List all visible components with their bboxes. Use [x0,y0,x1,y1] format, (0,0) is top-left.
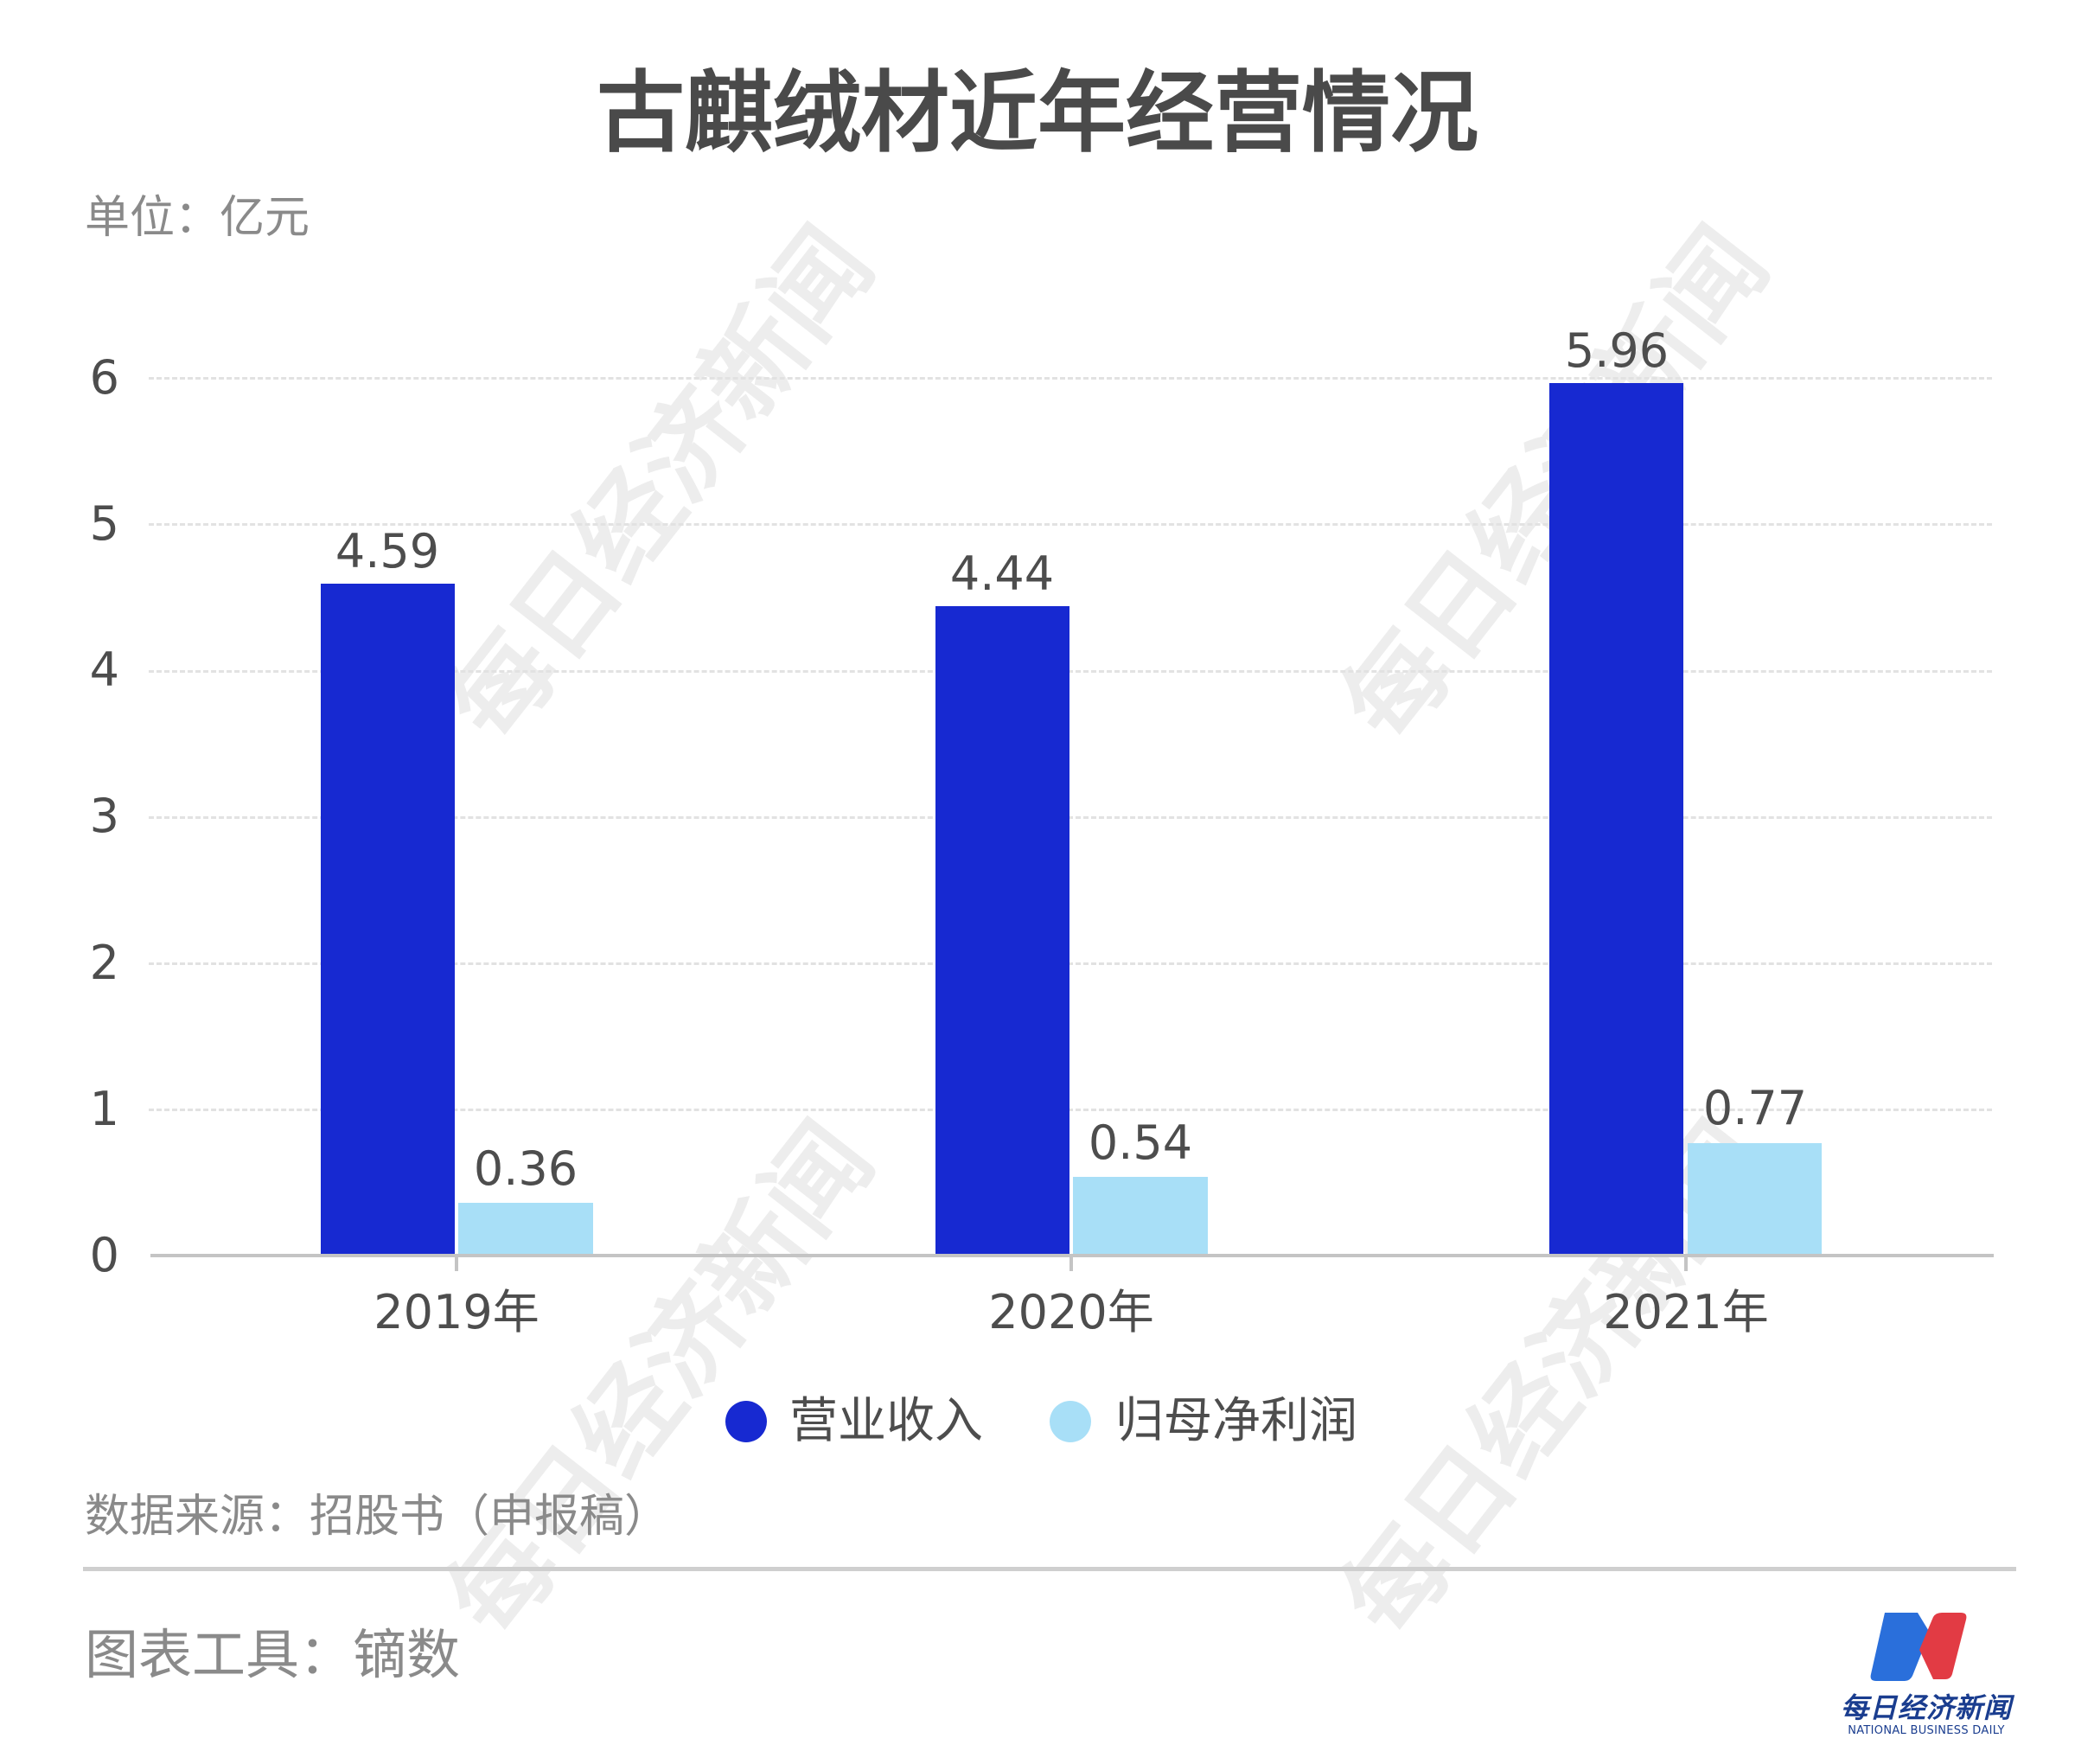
legend-item-revenue[interactable]: 营业收入 [725,1394,983,1449]
chart-title: 古麒绒材近年经营情况 [597,62,1478,165]
gridline [149,816,1992,819]
logo-name-cn: 每日经济新闻 [1840,1691,2012,1724]
y-tick-label: 6 [89,350,119,405]
value-label: 4.59 [335,524,440,578]
value-label: 0.36 [473,1141,578,1196]
x-tick-label: 2020年 [988,1285,1154,1339]
legend-label: 营业收入 [789,1393,983,1449]
x-tick-label: 2019年 [374,1285,540,1339]
gridline [149,1109,1992,1111]
y-tick-label: 5 [89,496,119,551]
y-tick-label: 4 [89,642,119,697]
bar-revenue-2019[interactable] [321,584,455,1256]
x-tick-label: 2021年 [1603,1285,1769,1339]
y-tick-label: 0 [89,1228,119,1282]
gridline [149,377,1992,380]
gridline [149,962,1992,965]
value-label: 5.96 [1564,323,1670,378]
plot-area: 0 1 2 3 4 5 6 4.59 0.36 4.44 0.54 5.96 0… [89,323,1994,1339]
y-tick-label: 1 [89,1082,119,1136]
gridline [149,670,1992,673]
footer-divider [83,1567,2016,1571]
legend-dot-icon [725,1401,767,1442]
bar-revenue-2020[interactable] [935,606,1069,1256]
bar-net-profit-2020[interactable] [1073,1177,1208,1256]
y-tick-label: 3 [89,789,119,843]
nbd-logo-icon [1870,1613,1967,1681]
value-label: 4.44 [949,546,1055,601]
legend-item-net-profit[interactable]: 归母净利润 [1050,1394,1357,1449]
nbd-logo [1823,1598,2021,1754]
legend-dot-icon [1050,1401,1091,1442]
value-label: 0.54 [1088,1115,1193,1170]
x-axis-tick [1684,1256,1688,1271]
value-label: 0.77 [1702,1081,1808,1135]
bar-revenue-2021[interactable] [1549,383,1683,1256]
gridline [149,523,1992,526]
y-tick-label: 2 [89,936,119,990]
legend-label: 归母净利润 [1115,1393,1357,1449]
x-axis-tick [455,1256,458,1271]
bar-net-profit-2021[interactable] [1688,1143,1822,1256]
logo-name-en: NATIONAL BUSINESS DAILY [1848,1724,2005,1737]
legend: 营业收入 归母净利润 [0,1384,2075,1453]
x-axis-tick [1069,1256,1073,1271]
chart-tool: 图表工具：镝数 [85,1623,461,1686]
data-source: 数据来源：招股书（申报稿） [85,1491,670,1543]
unit-label: 单位：亿元 [85,192,310,244]
bar-net-profit-2019[interactable] [458,1203,593,1256]
